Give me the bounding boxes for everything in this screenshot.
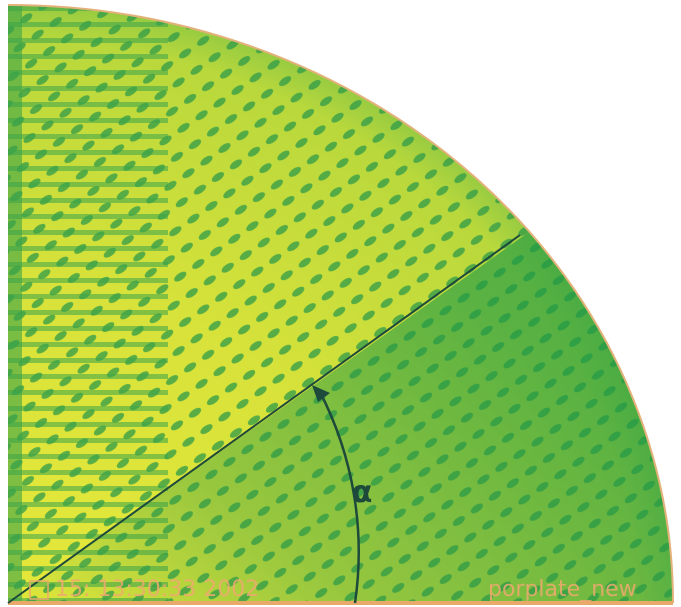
- filename: porplate_new: [488, 577, 637, 602]
- timestamp: 15: 13:30:33 2002: [55, 577, 259, 602]
- angle-arc: [318, 391, 360, 604]
- boundary: [7, 4, 674, 604]
- arc-arrowhead: [312, 385, 330, 402]
- direction-line: [7, 234, 521, 604]
- edge-band: [8, 5, 22, 603]
- timestamp-box: [29, 580, 49, 600]
- field-band: [8, 210, 673, 603]
- angle-label: α: [352, 475, 373, 510]
- field-stripes: [8, 5, 168, 603]
